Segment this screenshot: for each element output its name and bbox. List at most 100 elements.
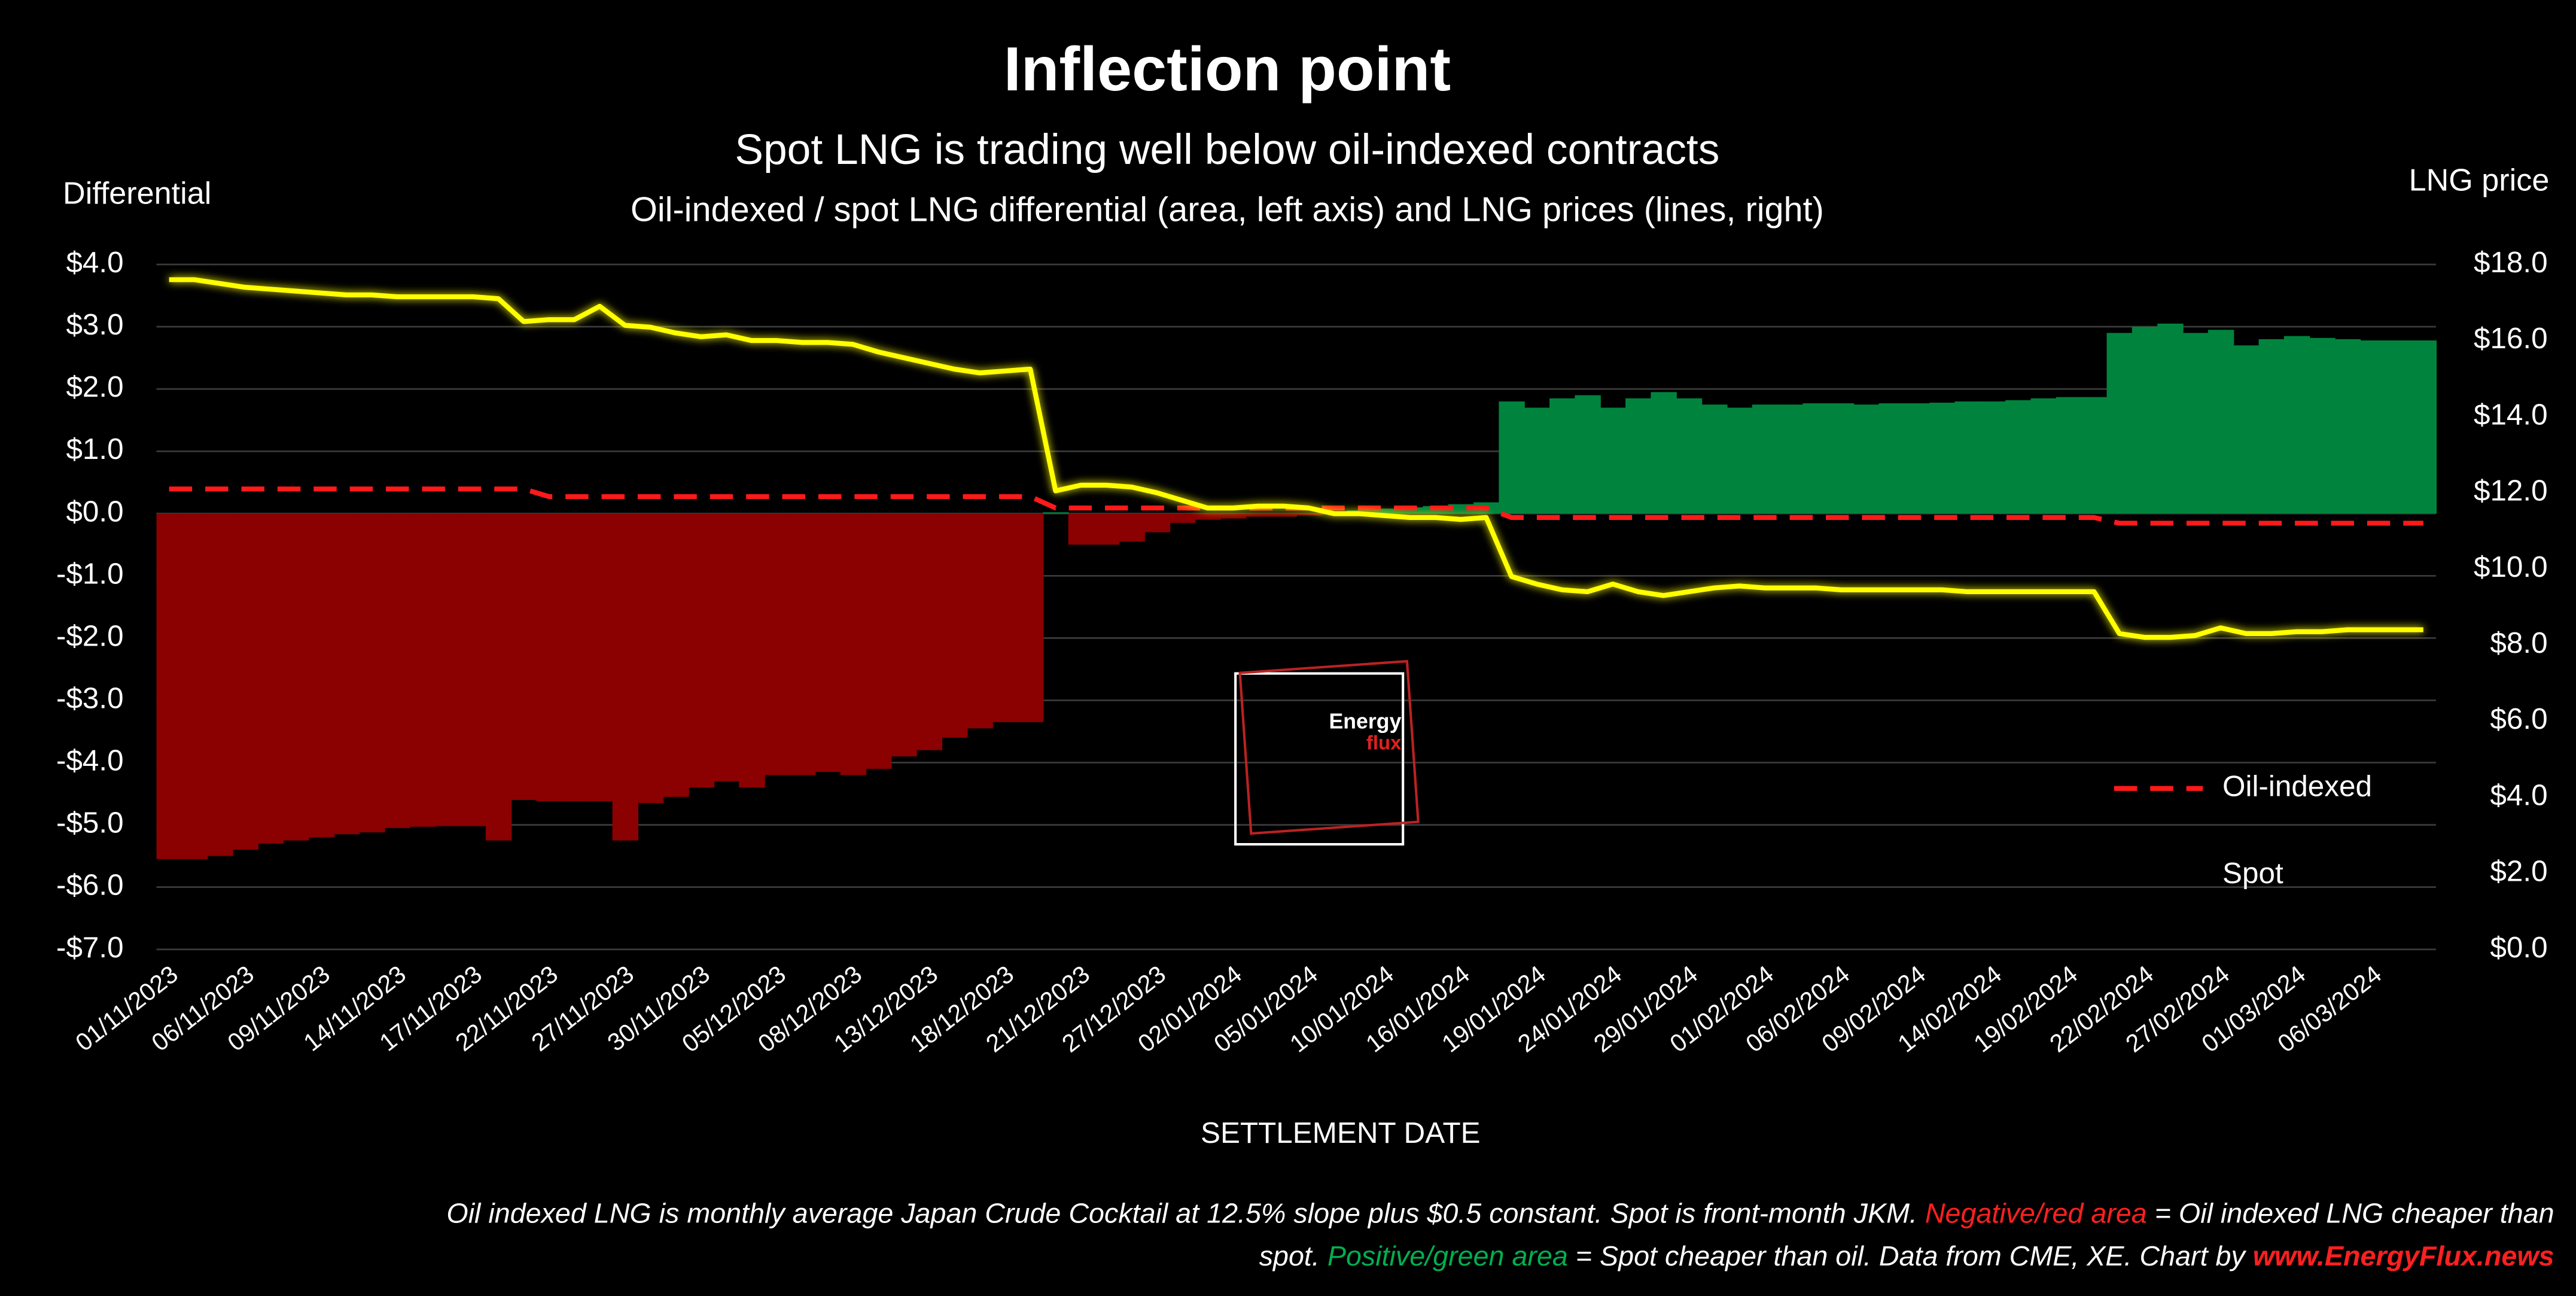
bar bbox=[207, 513, 233, 856]
bar bbox=[1701, 404, 1728, 514]
footnote-part: www.EnergyFlux.news bbox=[2253, 1240, 2554, 1271]
bar bbox=[333, 513, 360, 835]
bar bbox=[1802, 403, 1829, 514]
bar bbox=[688, 513, 715, 788]
bar bbox=[2157, 323, 2184, 514]
bar bbox=[2182, 333, 2209, 514]
footnote-part: Positive/green area bbox=[1327, 1240, 1568, 1271]
y2-tick-label: $18.0 bbox=[2474, 246, 2548, 279]
bar bbox=[1878, 403, 1905, 514]
bar bbox=[865, 513, 892, 769]
y2-tick-label: $10.0 bbox=[2474, 550, 2548, 583]
bar bbox=[1549, 398, 1576, 514]
bar bbox=[967, 513, 993, 729]
bar bbox=[2056, 397, 2082, 514]
bar bbox=[1651, 392, 1677, 514]
bar bbox=[663, 513, 689, 797]
bar bbox=[891, 513, 917, 757]
bar bbox=[2410, 340, 2437, 514]
logo-text: Energy bbox=[1329, 709, 1401, 733]
bar bbox=[1777, 404, 1804, 514]
footnote-part: Negative/red area bbox=[1925, 1198, 2147, 1229]
bar bbox=[1220, 513, 1247, 519]
footnote: spot. Positive/green area = Spot cheaper… bbox=[1259, 1240, 2554, 1271]
bar bbox=[2207, 330, 2234, 514]
y2-tick-label: $0.0 bbox=[2490, 931, 2547, 964]
bar bbox=[1144, 513, 1171, 533]
bar bbox=[2106, 333, 2133, 514]
bar bbox=[2309, 337, 2336, 514]
logo-text: flux bbox=[1366, 731, 1402, 753]
bar bbox=[2258, 339, 2285, 514]
chart-title: Inflection point bbox=[1004, 35, 1451, 104]
y-tick-label: -$4.0 bbox=[56, 744, 124, 777]
bar bbox=[2359, 340, 2386, 514]
bar bbox=[1119, 513, 1145, 542]
y-axis-label: Differential bbox=[63, 176, 211, 211]
bar bbox=[1575, 395, 1601, 514]
bar bbox=[1068, 513, 1095, 545]
bar bbox=[992, 513, 1019, 722]
bar bbox=[1904, 403, 1931, 514]
line-series bbox=[169, 277, 2423, 640]
y2-tick-label: $2.0 bbox=[2490, 855, 2547, 888]
bar bbox=[536, 513, 563, 802]
footnote-part: = Spot cheaper than oil. Data from CME, … bbox=[1568, 1240, 2253, 1271]
bar bbox=[1727, 407, 1753, 514]
y-tick-label: $2.0 bbox=[66, 370, 123, 403]
bar bbox=[232, 513, 258, 850]
bar bbox=[1018, 513, 1044, 722]
bar bbox=[1929, 403, 1956, 514]
logo-frame bbox=[1234, 672, 1405, 846]
bar bbox=[1954, 401, 1981, 514]
bar bbox=[181, 513, 208, 859]
footnote: Oil indexed LNG is monthly average Japan… bbox=[446, 1198, 2554, 1229]
y-tick-label: -$6.0 bbox=[56, 869, 124, 902]
bar bbox=[1625, 398, 1652, 514]
y2-axis-label: LNG price bbox=[2409, 163, 2550, 198]
bar bbox=[156, 513, 182, 859]
bar bbox=[1752, 404, 1779, 514]
bar bbox=[587, 513, 613, 802]
y-tick-label: $1.0 bbox=[66, 433, 123, 466]
y-tick-label: $4.0 bbox=[66, 246, 123, 279]
bar bbox=[2132, 327, 2158, 514]
legend-label: Spot bbox=[2222, 857, 2283, 890]
bar bbox=[511, 513, 537, 800]
legend-label: Oil-indexed bbox=[2222, 770, 2372, 803]
bar bbox=[1828, 403, 1855, 514]
bar bbox=[1271, 513, 1297, 517]
bar bbox=[1094, 513, 1120, 545]
bar bbox=[789, 513, 816, 775]
y2-tick-label: $16.0 bbox=[2474, 322, 2548, 355]
bar bbox=[941, 513, 968, 738]
bar bbox=[2233, 345, 2260, 514]
y-tick-label: $3.0 bbox=[66, 308, 123, 341]
y-tick-label: -$5.0 bbox=[56, 807, 124, 839]
bar bbox=[1676, 398, 1703, 514]
bar bbox=[612, 513, 639, 841]
y2-tick-label: $14.0 bbox=[2474, 398, 2548, 431]
bar bbox=[713, 513, 740, 781]
footnote-part: = Oil indexed LNG cheaper than bbox=[2147, 1198, 2554, 1229]
bar bbox=[308, 513, 334, 838]
bar bbox=[1195, 513, 1221, 520]
bar bbox=[2385, 340, 2411, 514]
bar bbox=[637, 513, 664, 804]
bar bbox=[384, 513, 411, 828]
y-tick-label: -$2.0 bbox=[56, 619, 124, 652]
footnote-part: Oil indexed LNG is monthly average Japan… bbox=[446, 1198, 1925, 1229]
bar bbox=[1372, 508, 1399, 514]
bar bbox=[2081, 397, 2108, 514]
bar bbox=[2030, 398, 2057, 514]
footnote-part: spot. bbox=[1259, 1240, 1327, 1271]
bar bbox=[257, 513, 284, 844]
bar bbox=[435, 513, 461, 826]
y2-tick-label: $12.0 bbox=[2474, 474, 2548, 507]
bar bbox=[561, 513, 588, 802]
chart-subtitle: Spot LNG is trading well below oil-index… bbox=[735, 126, 1719, 174]
bar bbox=[1296, 513, 1323, 516]
bar bbox=[2005, 400, 2032, 514]
